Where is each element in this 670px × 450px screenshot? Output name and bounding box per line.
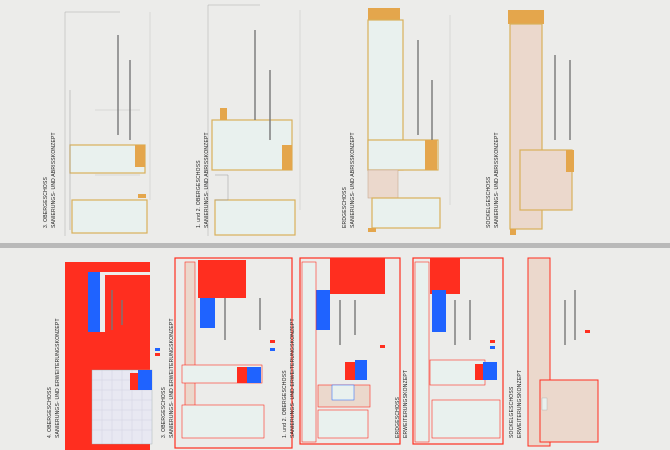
bottom-panel-2-subtitle: SANIERUNGS- UND ERWEITERUNGSKONZEPT xyxy=(169,318,175,438)
top-panel-4-title: SOCKELGESCHOSS xyxy=(486,176,492,228)
bottom-sheet xyxy=(0,248,670,450)
bottom-panel-5-plan xyxy=(527,257,599,447)
bottom-panel-4-title: ERDGESCHOSS xyxy=(395,396,401,438)
bottom-panel-1-title: 4. OBERGESCHOSS xyxy=(47,386,53,438)
bottom-panel-3-title: 1. und 2. OBERGESCHOSS xyxy=(282,370,288,438)
top-panel-1-subtitle: SANIERUNGS- UND ABRISSKONZEPT xyxy=(51,132,57,228)
bottom-panel-1-plan xyxy=(65,262,160,450)
top-panel-4-plan xyxy=(508,10,574,235)
bottom-panel-5-subtitle: ERWEITERUNGSKONZEPT xyxy=(517,369,523,438)
bottom-panel-5-title: SOCKELGESCHOSS xyxy=(509,386,515,438)
bottom-annotations xyxy=(111,290,576,345)
top-panel-3-plan xyxy=(367,8,451,232)
top-panel-2-title: 1. und 2. OBERGESCHOSS xyxy=(196,160,202,228)
top-panel-1-title: 3. OBERGESCHOSS xyxy=(43,176,49,228)
top-panel-4-subtitle: SANIERUNGS- UND ABRISSKONZEPT xyxy=(494,132,500,228)
top-panel-2-plan xyxy=(207,4,301,236)
bottom-panel-4-subtitle: ERWEITERUNGSKONZEPT xyxy=(403,369,409,438)
bottom-panel-4-plan xyxy=(412,257,504,445)
top-sheet xyxy=(0,0,670,243)
bottom-panel-3-subtitle: SANIERUNGS- UND ERWEITERUNGSKONZEPT xyxy=(290,318,296,438)
top-panel-3-title: ERDGESCHOSS xyxy=(342,186,348,228)
top-panel-1-plan xyxy=(64,11,151,236)
bottom-panel-3-plan xyxy=(299,257,401,445)
top-panel-2-subtitle: SANIERUNGS- UND ABRISSKONZEPT xyxy=(204,132,210,228)
bottom-panel-2-title: 3. OBERGESCHOSS xyxy=(161,386,167,438)
bottom-panel-1-subtitle: SANIERUNGS- UND ERWEITERUNGSKONZEPT xyxy=(55,318,61,438)
top-annotations xyxy=(117,30,571,140)
top-panel-3-subtitle: SANIERUNGS- UND ABRISSKONZEPT xyxy=(350,132,356,228)
bottom-panel-2-plan xyxy=(174,257,293,449)
